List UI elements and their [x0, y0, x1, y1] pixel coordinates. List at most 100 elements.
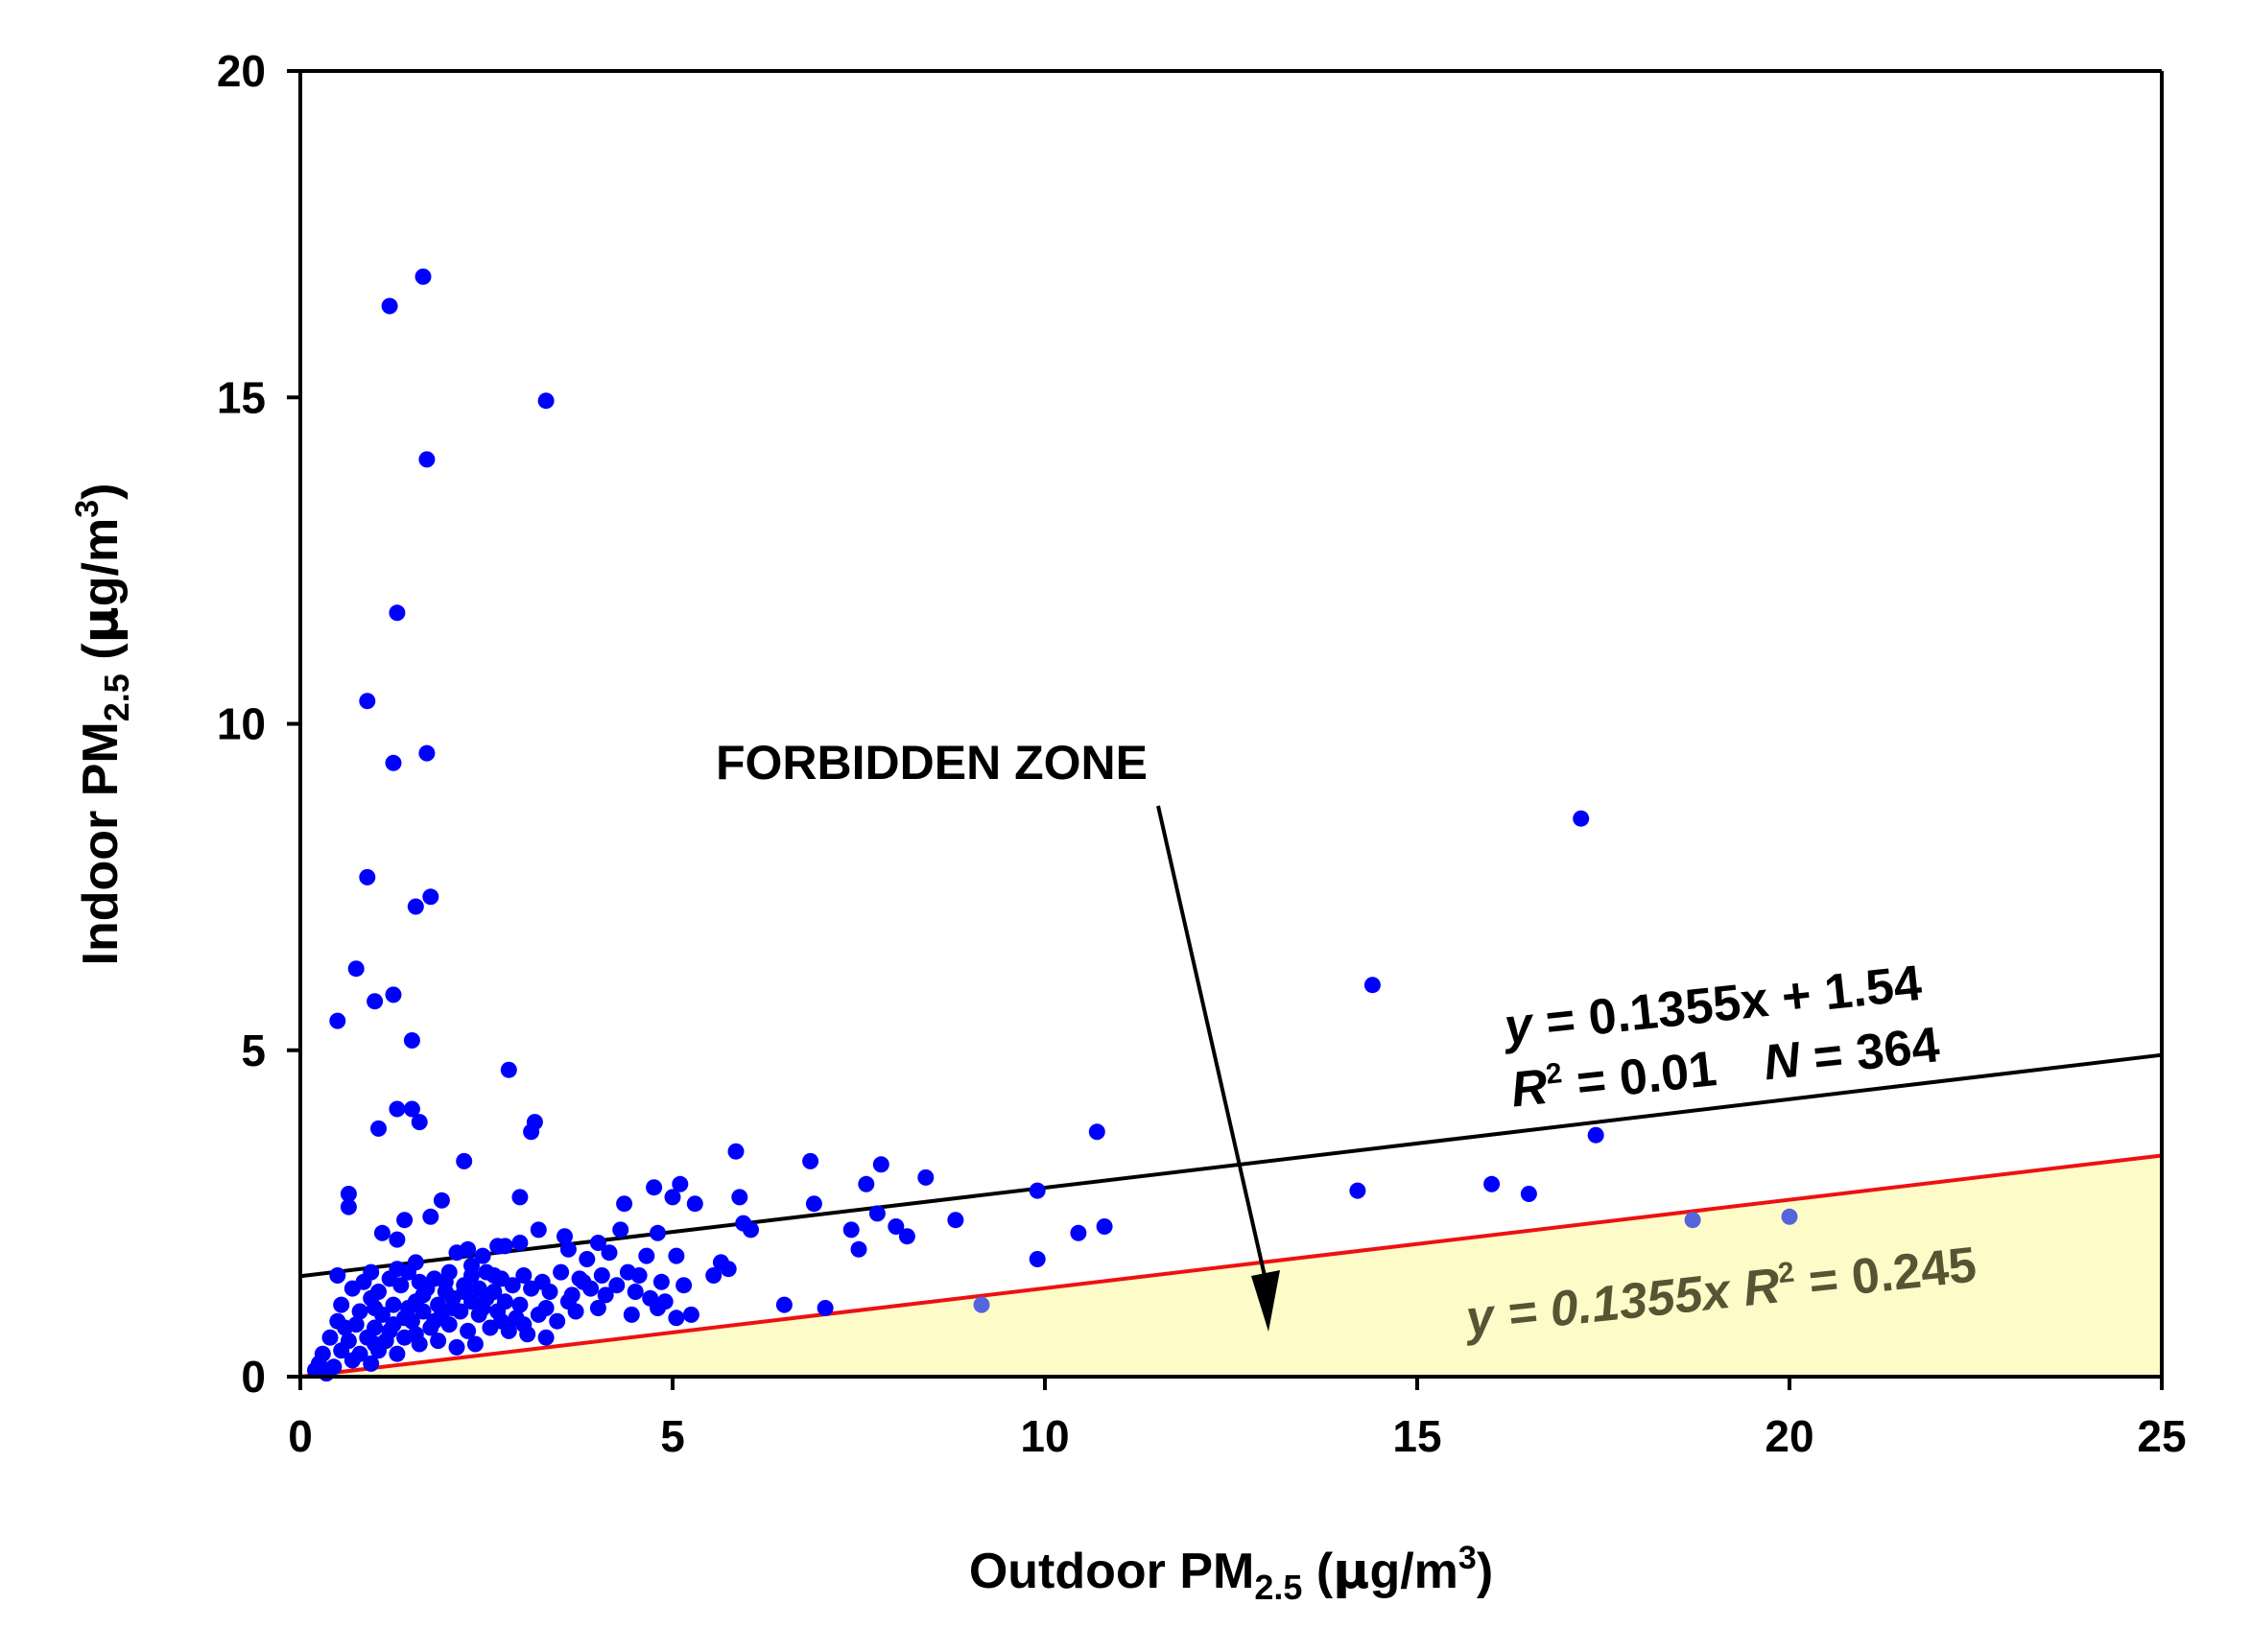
data-point — [367, 1335, 384, 1353]
data-point — [511, 1296, 529, 1313]
data-point — [805, 1195, 822, 1213]
data-point — [448, 1338, 465, 1356]
data-point — [460, 1322, 477, 1339]
data-point — [437, 1273, 454, 1290]
x-tick-label: 10 — [1020, 1411, 1069, 1461]
x-axis-title: Outdoor PM2.5 (µg/m3) — [969, 1540, 1493, 1607]
data-point — [403, 1032, 420, 1049]
data-point — [858, 1175, 875, 1192]
data-point — [351, 1303, 368, 1320]
data-point — [559, 1293, 577, 1310]
data-point — [1029, 1251, 1046, 1267]
data-point — [440, 1316, 458, 1333]
data-point — [630, 1267, 648, 1284]
data-point — [646, 1179, 663, 1196]
x-tick-label: 5 — [660, 1411, 685, 1461]
data-point — [385, 1296, 402, 1313]
data-point — [418, 744, 436, 762]
data-point — [686, 1195, 703, 1213]
data-point — [500, 1061, 517, 1078]
data-point — [444, 1300, 462, 1316]
data-point — [321, 1329, 339, 1346]
data-point — [363, 1355, 380, 1372]
data-point — [496, 1238, 513, 1255]
regression-line — [299, 1052, 2163, 1279]
data-point — [668, 1247, 685, 1264]
data-point — [422, 888, 439, 906]
data-point — [389, 1345, 406, 1362]
data-point — [541, 1284, 558, 1300]
data-point — [623, 1306, 640, 1323]
data-point — [367, 993, 384, 1010]
data-point — [652, 1273, 670, 1290]
data-point — [407, 1326, 424, 1343]
data-point — [537, 1329, 555, 1346]
data-point — [426, 1312, 443, 1330]
data-point — [329, 1267, 346, 1284]
data-point — [340, 1186, 357, 1202]
fit-equation: y = 0.1355x + 1.54 R2 = 0.01 N = 364 — [1499, 956, 1942, 1119]
data-point — [727, 1143, 745, 1160]
data-point — [389, 1100, 406, 1118]
data-point — [407, 898, 424, 915]
data-point — [474, 1247, 491, 1264]
data-point — [650, 1300, 666, 1316]
data-point — [430, 1333, 447, 1350]
data-point — [817, 1300, 834, 1316]
data-point — [523, 1123, 540, 1141]
data-point — [616, 1195, 633, 1213]
data-point — [385, 754, 402, 771]
data-point — [511, 1189, 529, 1206]
data-point — [672, 1175, 689, 1192]
data-point — [418, 451, 436, 468]
data-point — [515, 1267, 533, 1284]
y-tick-label: 10 — [217, 699, 266, 749]
forbidden-boundary-line — [299, 1153, 2163, 1379]
data-point — [1781, 1208, 1798, 1225]
data-point — [743, 1221, 759, 1239]
data-point — [1070, 1224, 1087, 1241]
data-point — [1096, 1218, 1113, 1235]
data-point — [579, 1251, 596, 1267]
data-point — [329, 1012, 346, 1029]
data-point — [898, 1228, 915, 1245]
y-tick-label: 5 — [241, 1026, 266, 1075]
data-point — [515, 1316, 533, 1333]
data-point — [333, 1342, 350, 1359]
data-point — [344, 1352, 361, 1369]
data-point — [389, 604, 406, 622]
data-point — [333, 1296, 350, 1313]
data-point — [664, 1189, 681, 1206]
data-point — [802, 1152, 819, 1169]
data-point — [530, 1221, 547, 1239]
data-point — [553, 1263, 570, 1281]
data-point — [403, 1312, 420, 1330]
data-point — [627, 1284, 644, 1300]
data-point — [868, 1205, 886, 1222]
data-point — [775, 1296, 793, 1313]
data-point — [403, 1100, 420, 1118]
data-point — [381, 1322, 398, 1339]
x-tick-label: 25 — [2137, 1411, 2186, 1461]
data-point — [456, 1152, 473, 1169]
data-point — [557, 1228, 573, 1245]
data-point — [411, 1114, 428, 1131]
data-point — [1520, 1186, 1537, 1202]
data-point — [589, 1300, 606, 1316]
data-point — [355, 1273, 372, 1290]
data-point — [340, 1198, 357, 1215]
data-point — [523, 1280, 540, 1297]
data-point — [415, 268, 432, 285]
data-point — [888, 1218, 905, 1235]
data-point — [456, 1284, 473, 1300]
data-point — [872, 1156, 889, 1173]
forbidden-zone-label: FORBIDDEN ZONE — [716, 736, 1148, 790]
data-point — [1029, 1182, 1046, 1199]
data-point — [385, 986, 402, 1003]
data-point — [593, 1267, 610, 1284]
y-tick-label: 0 — [241, 1352, 266, 1402]
data-point — [307, 1361, 323, 1379]
data-point — [359, 693, 376, 710]
data-point — [460, 1240, 477, 1258]
